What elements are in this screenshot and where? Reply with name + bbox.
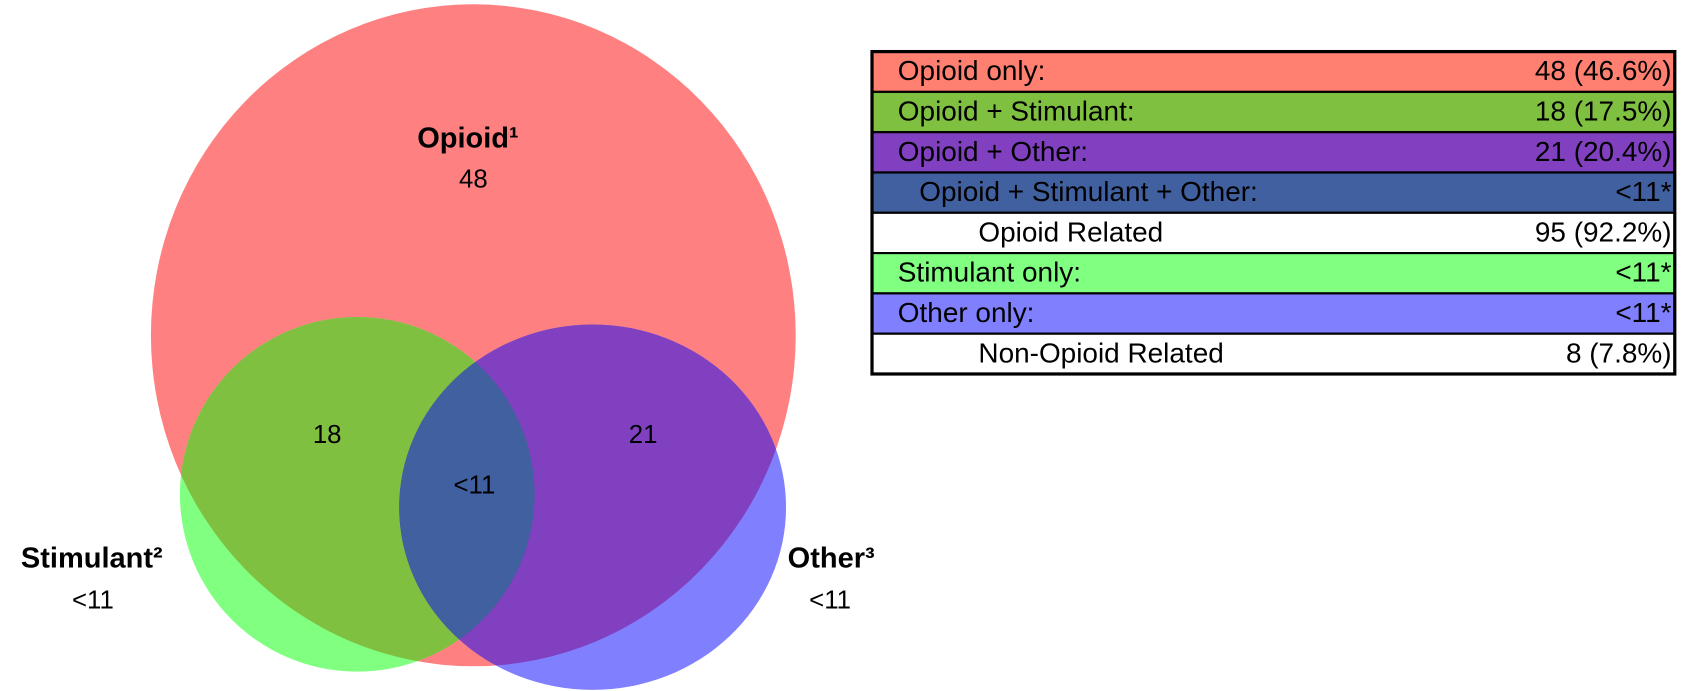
row-value: 95 (92.2%) [1535, 216, 1672, 247]
table-row [870, 292, 1676, 335]
row-value: 8 (7.8%) [1566, 337, 1672, 368]
row-value: 18 (17.5%) [1535, 95, 1672, 126]
count-label: <11 [809, 587, 851, 615]
venn: Opioid¹ 48 Stimulant² <11 Other³ <11 18 21 <11 [21, 4, 875, 690]
row-label: Opioid + Stimulant + Other: [919, 176, 1258, 207]
triple-overlap [399, 324, 535, 672]
table: Opioid only: 48 (46.6%) Opioid + Stimulant… [870, 49, 1677, 376]
row-label: Opioid + Other: [898, 136, 1088, 167]
row-label: Opioid only: [898, 55, 1046, 86]
row-value: <11* [1615, 176, 1671, 207]
row-label: Non-Opioid Related [978, 337, 1223, 368]
row-value: <11* [1615, 257, 1671, 288]
row-label: Opioid Related [978, 216, 1163, 247]
count-label: <11 [453, 472, 495, 500]
set-label: Opioid¹ [417, 122, 518, 154]
count-label: 21 [629, 421, 658, 449]
row-label: Stimulant only: [898, 257, 1081, 288]
row-label: Other only: [898, 297, 1035, 328]
row-value: <11* [1615, 297, 1671, 328]
set-label: Stimulant² [21, 543, 163, 575]
row-value: 48 (46.6%) [1535, 55, 1672, 86]
set-label: Other³ [788, 543, 875, 575]
row-label: Opioid + Stimulant: [898, 95, 1135, 126]
table-border [870, 49, 1677, 376]
row-value: 21 (20.4%) [1535, 136, 1672, 167]
count-label: 48 [459, 165, 488, 193]
count-label: 18 [313, 421, 342, 449]
count-label: <11 [72, 587, 114, 615]
